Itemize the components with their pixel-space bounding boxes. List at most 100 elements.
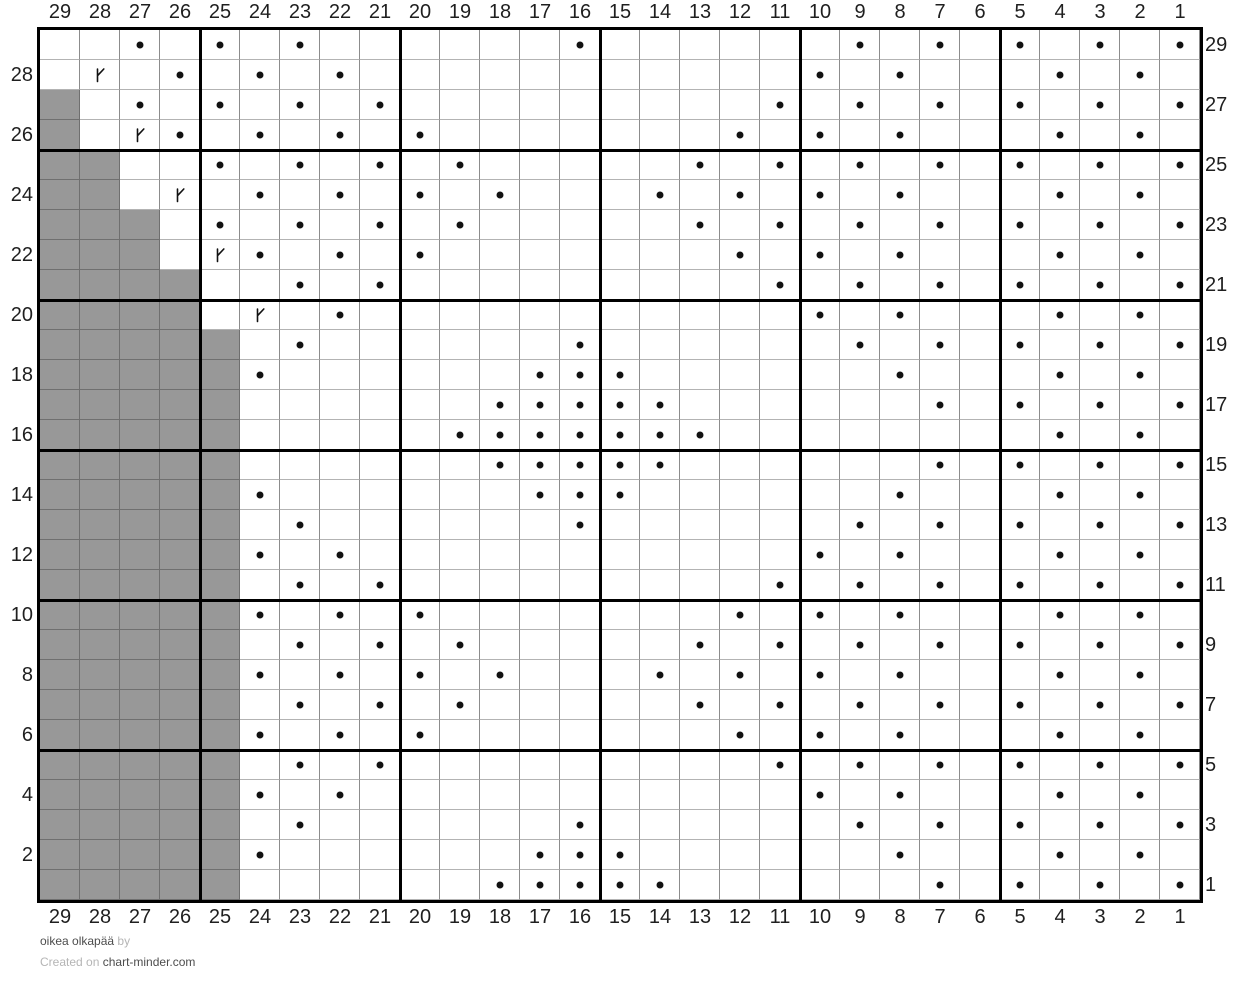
purl-dot-icon xyxy=(1016,701,1023,708)
stitch-cell xyxy=(600,480,640,510)
stitch-cell xyxy=(480,180,520,210)
stitch-cell xyxy=(840,120,880,150)
purl-dot-icon xyxy=(1176,761,1183,768)
purl-dot-icon xyxy=(496,671,503,678)
purl-dot-icon xyxy=(1096,761,1103,768)
stitch-cell xyxy=(880,330,920,360)
stitch-cell xyxy=(1160,510,1200,540)
row-label-left: 20 xyxy=(10,304,33,326)
stitch-cell xyxy=(480,300,520,330)
purl-dot-icon xyxy=(416,671,423,678)
stitch-cell xyxy=(840,630,880,660)
stitch-cell xyxy=(640,600,680,630)
purl-dot-icon xyxy=(256,371,263,378)
stitch-cell xyxy=(880,570,920,600)
purl-dot-icon xyxy=(536,431,543,438)
purl-dot-icon xyxy=(1136,671,1143,678)
stitch-cell xyxy=(400,240,440,270)
no-stitch-cell xyxy=(40,540,80,570)
stitch-cell xyxy=(400,450,440,480)
stitch-cell xyxy=(920,300,960,330)
purl-dot-icon xyxy=(576,461,583,468)
col-label-top: 15 xyxy=(608,1,632,23)
stitch-cell xyxy=(1040,510,1080,540)
stitch-cell xyxy=(480,120,520,150)
col-label-top: 21 xyxy=(368,1,392,23)
row-label-left: 4 xyxy=(21,784,33,806)
stitch-cell xyxy=(1000,300,1040,330)
stitch-cell xyxy=(960,630,1000,660)
stitch-cell xyxy=(560,210,600,240)
stitch-cell xyxy=(1000,510,1040,540)
stitch-cell xyxy=(840,510,880,540)
no-stitch-cell xyxy=(160,300,200,330)
stitch-cell xyxy=(1120,510,1160,540)
stitch-cell xyxy=(680,150,720,180)
purl-dot-icon xyxy=(1176,701,1183,708)
stitch-cell xyxy=(120,180,160,210)
stitch-cell xyxy=(680,270,720,300)
col-label-bottom: 22 xyxy=(328,906,352,928)
stitch-cell xyxy=(280,540,320,570)
col-label-bottom: 19 xyxy=(448,906,472,928)
purl-dot-icon xyxy=(856,761,863,768)
purl-dot-icon xyxy=(616,851,623,858)
col-label-bottom: 8 xyxy=(894,906,906,928)
stitch-cell xyxy=(360,210,400,240)
no-stitch-cell xyxy=(80,720,120,750)
stitch-cell xyxy=(760,570,800,600)
stitch-cell xyxy=(680,810,720,840)
stitch-cell xyxy=(640,420,680,450)
stitch-cell xyxy=(240,180,280,210)
stitch-cell xyxy=(1120,780,1160,810)
stitch-cell xyxy=(1080,750,1120,780)
stitch-cell xyxy=(480,690,520,720)
stitch-cell xyxy=(520,570,560,600)
chart-minder-link[interactable]: chart-minder.com xyxy=(102,955,196,969)
no-stitch-cell xyxy=(200,330,240,360)
col-label-bottom: 2 xyxy=(1134,906,1146,928)
stitch-cell xyxy=(40,60,80,90)
stitch-cell xyxy=(1120,300,1160,330)
purl-dot-icon xyxy=(1056,431,1063,438)
stitch-cell xyxy=(1080,300,1120,330)
stitch-cell xyxy=(520,600,560,630)
stitch-cell xyxy=(1080,480,1120,510)
stitch-cell xyxy=(600,60,640,90)
stitch-cell xyxy=(640,360,680,390)
stitch-cell xyxy=(600,630,640,660)
stitch-cell xyxy=(160,90,200,120)
stitch-cell xyxy=(80,120,120,150)
stitch-cell xyxy=(360,540,400,570)
stitch-cell xyxy=(960,60,1000,90)
stitch-cell xyxy=(760,780,800,810)
purl-dot-icon xyxy=(896,311,903,318)
stitch-cell xyxy=(480,210,520,240)
purl-dot-icon xyxy=(536,491,543,498)
purl-dot-icon xyxy=(1096,581,1103,588)
stitch-cell xyxy=(200,300,240,330)
stitch-cell xyxy=(1000,570,1040,600)
stitch-cell xyxy=(480,30,520,60)
stitch-cell xyxy=(600,120,640,150)
stitch-cell xyxy=(1080,870,1120,900)
stitch-cell xyxy=(960,30,1000,60)
no-stitch-cell xyxy=(80,480,120,510)
stitch-cell xyxy=(720,540,760,570)
purl-dot-icon xyxy=(456,641,463,648)
purl-dot-icon xyxy=(336,611,343,618)
purl-dot-icon xyxy=(496,401,503,408)
purl-dot-icon xyxy=(816,191,823,198)
stitch-cell xyxy=(1000,480,1040,510)
stitch-cell xyxy=(1160,720,1200,750)
stitch-cell xyxy=(720,750,760,780)
stitch-cell xyxy=(800,450,840,480)
stitch-cell xyxy=(240,570,280,600)
no-stitch-cell xyxy=(80,270,120,300)
purl-dot-icon xyxy=(536,371,543,378)
increase-stitch-icon xyxy=(176,187,185,202)
stitch-cell xyxy=(840,420,880,450)
stitch-cell xyxy=(80,60,120,90)
col-label-bottom: 5 xyxy=(1014,906,1026,928)
stitch-cell xyxy=(560,270,600,300)
